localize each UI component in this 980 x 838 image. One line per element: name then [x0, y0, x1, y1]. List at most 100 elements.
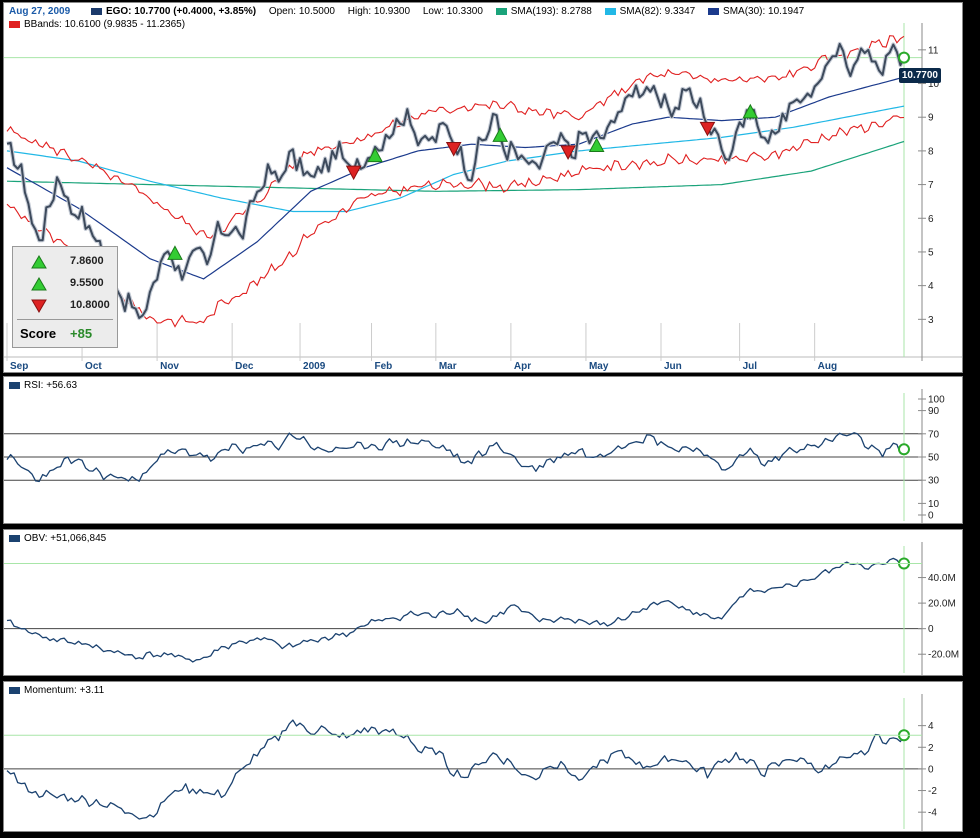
y-tick-label: 9	[928, 113, 934, 124]
price-line	[6, 42, 905, 319]
buy-signal-marker	[492, 127, 509, 142]
score-divider	[17, 319, 113, 320]
y-tick-label: 0	[928, 511, 934, 522]
momentum-swatch	[9, 686, 20, 694]
y-tick-label: 20.0M	[928, 599, 956, 610]
signal-row-1: 7.8600	[13, 253, 117, 271]
y-tick-label: 0	[928, 624, 934, 635]
ticker-swatch	[90, 7, 102, 15]
rsi-label: RSI: +56.63	[24, 380, 78, 391]
signal-row-2: 9.5500	[13, 275, 117, 293]
sma30-line	[6, 76, 905, 280]
y-tick-label: 30	[928, 476, 940, 487]
score-value: +85	[70, 326, 93, 341]
sma30-label: SMA(30): 10.1947	[723, 6, 805, 17]
x-tick-label: Nov	[160, 361, 179, 372]
y-tick-label: 8	[928, 146, 934, 157]
date-label: Aug 27, 2009	[9, 6, 71, 17]
y-tick-label: -4	[928, 808, 937, 819]
x-tick-label: May	[589, 361, 609, 372]
sell-signal-marker	[699, 121, 716, 137]
sma193-swatch	[495, 7, 507, 15]
ticker-label: EGO: 10.7700 (+0.4000, +3.85%)	[105, 6, 257, 17]
sell-signal-icon	[31, 299, 47, 313]
sma193-label: SMA(193): 8.2788	[510, 6, 592, 17]
indicator-line	[6, 719, 905, 820]
x-tick-label: Jun	[664, 361, 682, 372]
buy-signal-icon	[31, 255, 47, 269]
y-tick-label: 5	[928, 247, 934, 258]
price-panel: Sep Oct Nov Dec 2009 Feb Mar Apr May Jun Jul Aug 3 4 5…	[3, 2, 963, 373]
y-tick-label: 90	[928, 406, 940, 417]
y-tick-label: 11	[928, 45, 939, 56]
x-tick-label: Aug	[818, 361, 837, 372]
obv-chart: -20.0M 0 20.0M 40.0M	[4, 542, 959, 675]
signal-row-3: 10.8000	[13, 297, 117, 315]
sell-signal-marker	[345, 165, 362, 181]
x-tick-label: Oct	[85, 361, 102, 372]
sma82-line	[6, 105, 905, 213]
open-label: Open: 10.5000	[268, 6, 335, 17]
sma193-line	[6, 140, 905, 192]
last-point-marker	[898, 51, 910, 64]
y-tick-label: 2	[928, 743, 934, 754]
y-tick-label: 50	[928, 453, 940, 464]
y-tick-label: 6	[928, 214, 934, 225]
x-tick-label: Feb	[375, 361, 393, 372]
y-tick-label: 0	[928, 764, 934, 775]
sma30-swatch	[708, 7, 720, 15]
obv-panel: -20.0M 0 20.0M 40.0M OBV: +51,066,845	[3, 529, 963, 676]
x-tick-label: Mar	[439, 361, 457, 372]
y-tick-label: 4	[928, 721, 934, 732]
y-tick-label: 10	[928, 79, 940, 90]
bbands-label: BBands: 10.6100 (9.9835 - 11.2365)	[24, 19, 186, 30]
buy-signal-marker	[588, 137, 605, 153]
buy-signal-marker	[742, 103, 759, 119]
y-tick-label: 40.0M	[928, 573, 956, 584]
last-price-tag: 10.7700	[898, 68, 941, 83]
y-tick-label: 7	[928, 180, 934, 191]
indicator-line	[6, 557, 905, 663]
rsi-panel: 0 10 30 50 70 90 100 RSI: +56.63	[3, 376, 963, 524]
rsi-swatch	[9, 381, 20, 389]
bbands-header: BBands: 10.6100 (9.9835 - 11.2365)	[9, 19, 185, 30]
high-label: High: 10.9300	[347, 6, 411, 17]
y-tick-label: 10	[928, 499, 940, 510]
y-tick-label: 4	[928, 281, 934, 292]
y-tick-label: -2	[928, 786, 937, 797]
x-tick-label: Dec	[235, 361, 254, 372]
signal-value-3: 10.8000	[70, 299, 110, 311]
rsi-header: RSI: +56.63	[9, 380, 77, 391]
buy-signal-marker	[367, 147, 383, 163]
sell-signal-marker	[445, 142, 462, 157]
bband-upper-line	[6, 35, 905, 239]
x-tick-label: Apr	[514, 361, 531, 372]
bbands-swatch	[9, 20, 20, 28]
sma82-label: SMA(82): 9.3347	[619, 6, 696, 17]
buy-signal-marker	[167, 245, 183, 260]
momentum-chart: -4 -2 0 2 4	[4, 694, 937, 831]
indicator-line	[6, 432, 905, 483]
signal-value-2: 9.5500	[70, 277, 104, 289]
momentum-label: Momentum: +3.11	[24, 685, 105, 696]
price-header: Aug 27, 2009 EGO: 10.7700 (+0.4000, +3.8…	[9, 6, 814, 17]
obv-swatch	[9, 534, 20, 542]
score-label: Score	[20, 326, 57, 341]
sma82-swatch	[604, 7, 616, 15]
signal-value-1: 7.8600	[70, 255, 104, 267]
buy-signal-icon	[31, 277, 47, 291]
momentum-header: Momentum: +3.11	[9, 685, 104, 696]
bband-lower-line	[6, 115, 905, 328]
y-tick-label: -20.0M	[928, 650, 959, 661]
last-point-marker	[898, 443, 910, 456]
x-tick-label: Sep	[10, 361, 28, 372]
x-tick-label: 2009	[303, 361, 326, 372]
obv-header: OBV: +51,066,845	[9, 533, 106, 544]
momentum-panel: -4 -2 0 2 4 Momentum: +3.11	[3, 681, 963, 832]
obv-label: OBV: +51,066,845	[24, 533, 107, 544]
x-tick-label: Jul	[743, 361, 758, 372]
y-tick-label: 70	[928, 429, 940, 440]
low-label: Low: 10.3300	[422, 6, 483, 17]
